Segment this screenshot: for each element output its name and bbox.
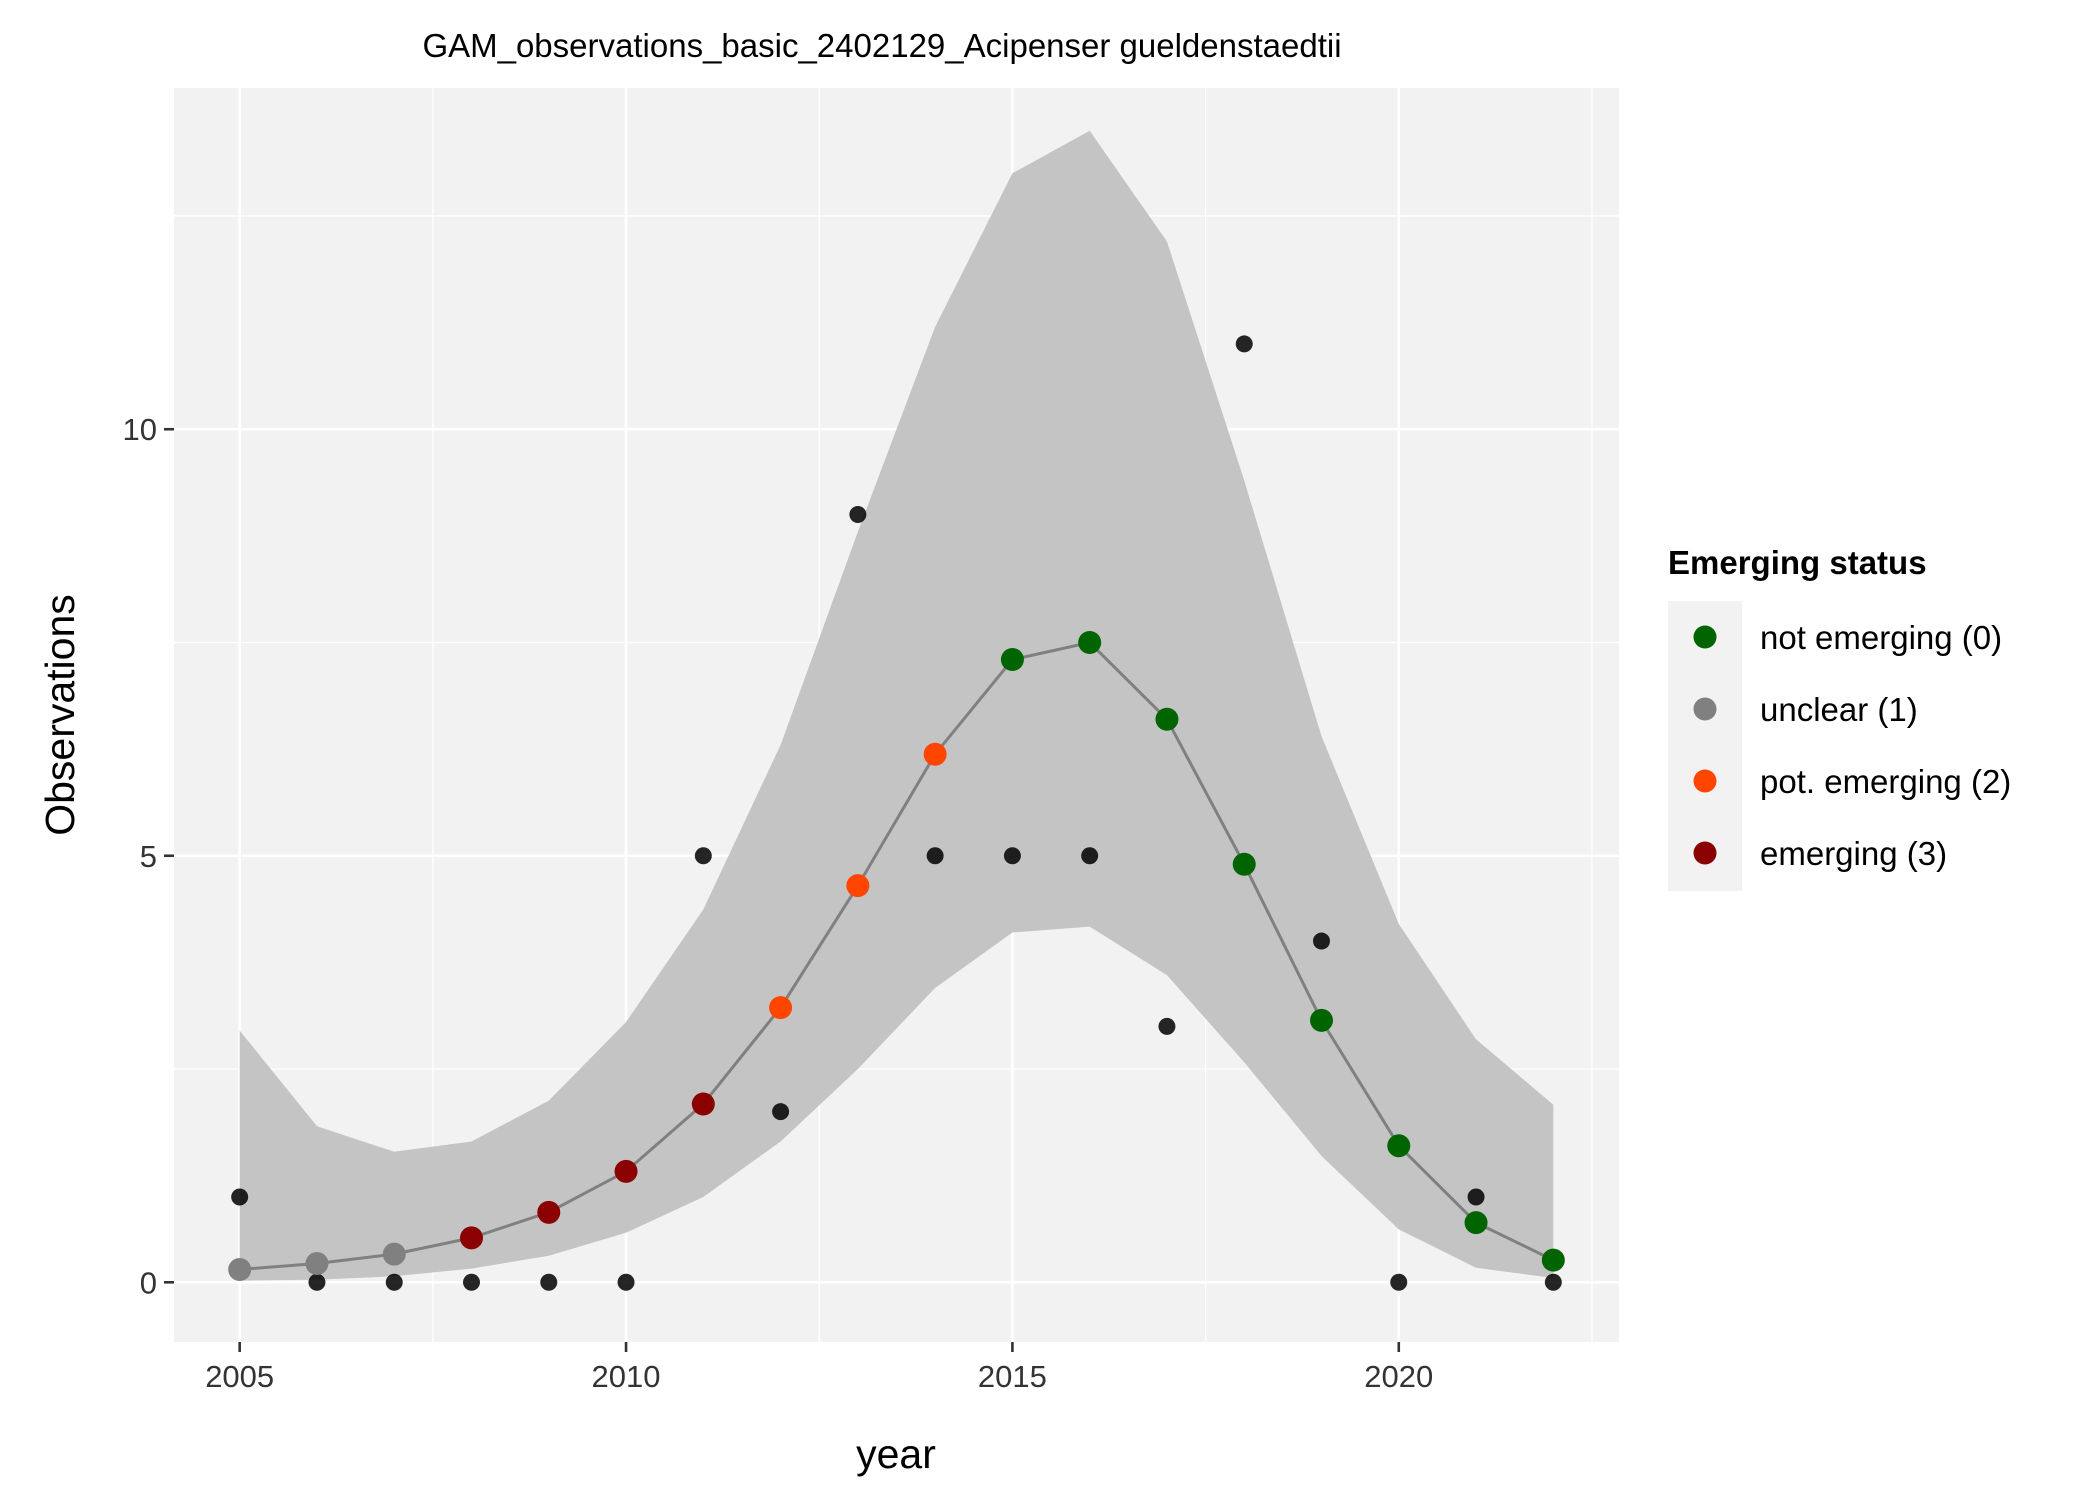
- legend-key: [1693, 697, 1717, 721]
- fit-point: [1155, 707, 1179, 731]
- x-tick-label: 2010: [592, 1359, 661, 1394]
- legend-key: [1693, 769, 1717, 793]
- legend: Emerging status not emerging (0) unclear …: [1668, 544, 2011, 891]
- fit-point: [1078, 630, 1102, 654]
- fit-points: [228, 630, 1565, 1281]
- observed-point: [1003, 847, 1021, 865]
- fit-point: [923, 742, 947, 766]
- fit-point: [1000, 648, 1024, 672]
- y-axis-title: Observations: [37, 594, 83, 836]
- chart-title: GAM_observations_basic_2402129_Acipenser…: [422, 27, 1341, 64]
- fit-point: [1310, 1008, 1333, 1032]
- fit-point: [1232, 852, 1256, 876]
- legend-label: unclear (1): [1760, 691, 1918, 728]
- x-axis: 2005 2010 2015 2020: [205, 1342, 1433, 1394]
- fit-point: [305, 1252, 329, 1276]
- fit-point: [1464, 1211, 1488, 1235]
- observed-point: [463, 1273, 480, 1291]
- observed-points: [231, 335, 1562, 1291]
- fit-point: [460, 1226, 483, 1250]
- fit-point: [1541, 1248, 1565, 1272]
- observed-point: [1235, 335, 1253, 353]
- legend-title: Emerging status: [1668, 544, 1927, 581]
- legend-key: [1693, 841, 1717, 865]
- y-tick-label: 5: [140, 839, 157, 874]
- observed-point: [540, 1273, 558, 1291]
- observed-point: [849, 506, 867, 524]
- legend-label: emerging (3): [1760, 835, 1947, 872]
- y-tick-label: 0: [140, 1265, 157, 1300]
- x-tick-label: 2015: [978, 1359, 1047, 1394]
- observed-point: [308, 1273, 326, 1291]
- observed-point: [1390, 1273, 1408, 1291]
- observed-point: [772, 1103, 790, 1121]
- legend-label: not emerging (0): [1760, 619, 2002, 656]
- observed-point: [231, 1188, 249, 1206]
- legend-entries: not emerging (0) unclear (1) pot. emerging…: [1693, 619, 2011, 872]
- x-tick-label: 2005: [205, 1359, 274, 1394]
- observed-point: [926, 847, 944, 865]
- observed-point: [617, 1273, 635, 1291]
- gam-fit-line: [239, 640, 1554, 1271]
- fit-point: [382, 1242, 406, 1266]
- y-axis: 0 5 10: [123, 412, 174, 1300]
- fit-point: [846, 874, 870, 898]
- y-tick-label: 10: [123, 412, 157, 447]
- fit-point: [537, 1200, 561, 1224]
- observed-point: [1081, 847, 1099, 865]
- observed-point: [1544, 1273, 1562, 1291]
- observed-point: [385, 1273, 403, 1291]
- fit-point: [691, 1092, 715, 1116]
- fit-point: [614, 1159, 638, 1183]
- legend-key: [1693, 625, 1717, 649]
- fit-point: [228, 1257, 252, 1281]
- observed-point: [1467, 1188, 1485, 1206]
- x-axis-title: year: [856, 1431, 936, 1477]
- observed-point: [694, 847, 712, 865]
- x-tick-label: 2020: [1364, 1359, 1433, 1394]
- confidence-ribbon: [239, 130, 1554, 1281]
- fit-point: [769, 996, 793, 1020]
- legend-label: pot. emerging (2): [1760, 763, 2011, 800]
- observed-point: [1313, 932, 1330, 950]
- fit-point: [1387, 1134, 1411, 1158]
- observed-point: [1158, 1017, 1176, 1035]
